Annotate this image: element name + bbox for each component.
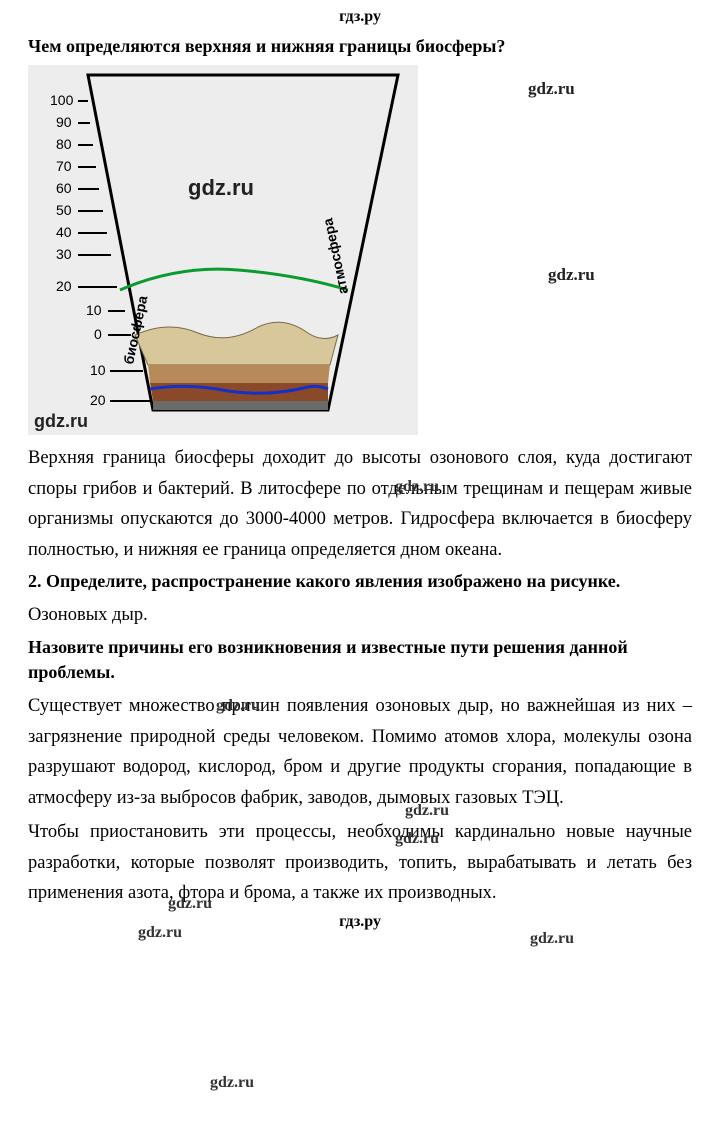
footer-brand: гдз.ру	[28, 913, 692, 931]
svg-text:80: 80	[56, 136, 72, 152]
watermark-icon: gdz.ru	[210, 1074, 254, 1092]
svg-text:gdz.ru: gdz.ru	[188, 175, 254, 200]
svg-text:40: 40	[56, 224, 72, 240]
svg-text:0: 0	[94, 326, 102, 342]
svg-text:50: 50	[56, 202, 72, 218]
paragraph-1: Верхняя граница биосферы доходит до высо…	[28, 443, 692, 565]
paragraph-2: Озоновых дыр.	[28, 600, 692, 631]
header-brand: гдз.ру	[28, 8, 692, 26]
svg-text:30: 30	[56, 246, 72, 262]
watermark-icon: gdz.ru	[530, 930, 574, 948]
svg-text:gdz.ru: gdz.ru	[34, 411, 88, 431]
question-1: Чем определяются верхняя и нижняя границ…	[28, 34, 692, 59]
svg-text:20: 20	[56, 278, 72, 294]
svg-text:90: 90	[56, 114, 72, 130]
side-watermark-1: gdz.ru	[528, 79, 575, 99]
question-3: Назовите причины его возникновения и изв…	[28, 635, 692, 685]
question-2: 2. Определите, распространение какого яв…	[28, 569, 692, 594]
svg-text:100: 100	[50, 92, 74, 108]
svg-text:20: 20	[90, 392, 106, 408]
svg-text:70: 70	[56, 158, 72, 174]
svg-text:10: 10	[86, 302, 102, 318]
svg-text:60: 60	[56, 180, 72, 196]
side-watermark-2: gdz.ru	[548, 265, 595, 285]
svg-text:10: 10	[90, 362, 106, 378]
biosphere-diagram: 100 90 80 70 60 50 40 30 20 10 0 10 20 б…	[28, 65, 418, 435]
diagram-row: 100 90 80 70 60 50 40 30 20 10 0 10 20 б…	[28, 65, 692, 435]
paragraph-4: Чтобы приостановить эти процессы, необхо…	[28, 817, 692, 909]
paragraph-3: Существует множество причин появления оз…	[28, 691, 692, 813]
